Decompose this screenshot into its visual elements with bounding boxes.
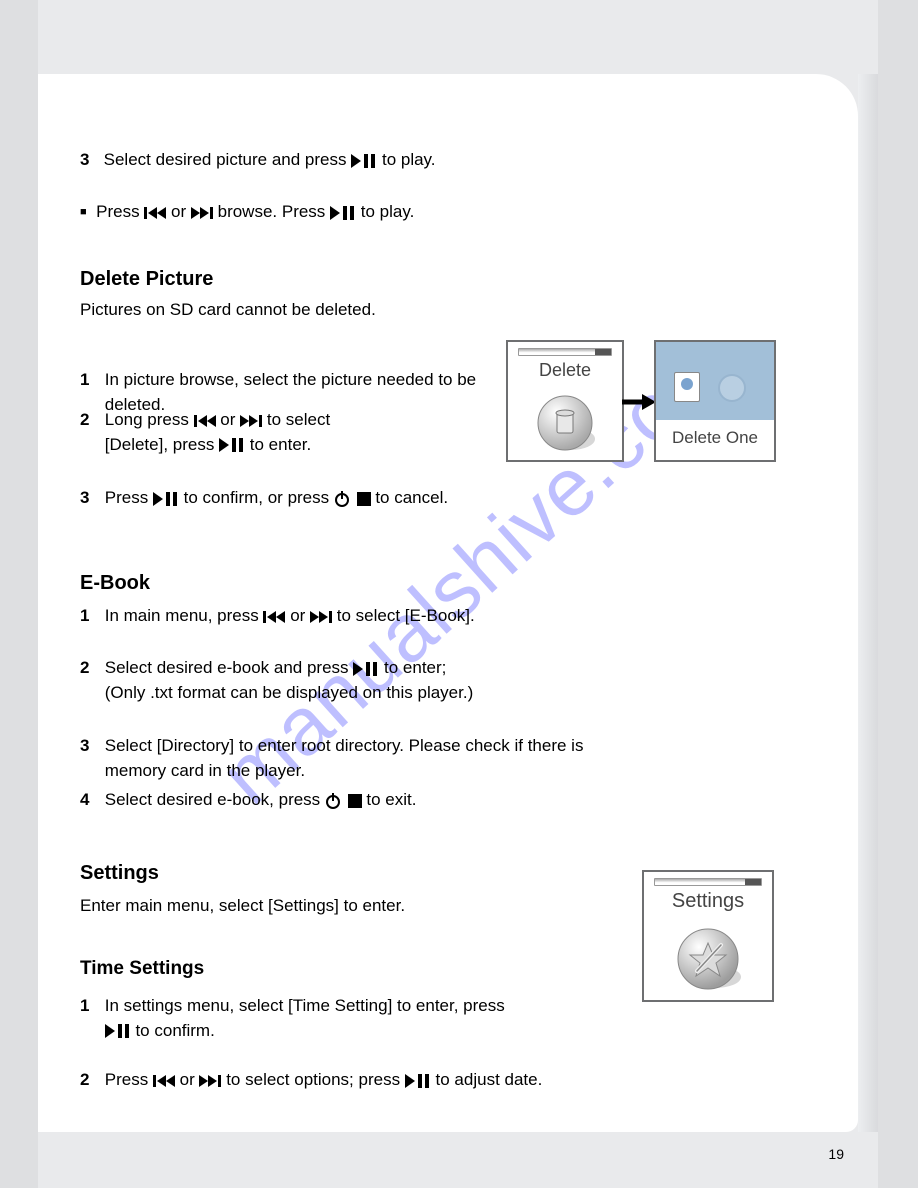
- bullet-icon: ■: [80, 206, 87, 218]
- step-number: 4: [80, 788, 100, 813]
- play-pause-icon: [219, 438, 245, 452]
- tile-bar: [518, 348, 612, 356]
- heading-settings: Settings: [80, 862, 159, 885]
- tile-label: Settings: [644, 890, 772, 913]
- page-number: 19: [828, 1146, 844, 1162]
- heading-time-settings: Time Settings: [80, 958, 204, 980]
- text: to play.: [361, 202, 415, 221]
- next-icon: [310, 611, 332, 623]
- text: Press to confirm, or press to cancel.: [105, 486, 448, 511]
- stop-icon: [357, 492, 371, 506]
- prev-icon: [153, 1075, 175, 1087]
- step-number: 3: [80, 734, 100, 759]
- text: to play.: [382, 150, 436, 169]
- ebook-step-2: 2 Select desired e-book and press to ent…: [80, 656, 780, 705]
- step-number: 2: [80, 1068, 100, 1093]
- tile-label: Delete One: [656, 428, 774, 448]
- step-number: 1: [80, 368, 100, 393]
- settings-icon: [669, 919, 747, 991]
- step-number: 3: [80, 150, 89, 169]
- tile-delete-one: Delete One: [654, 340, 776, 462]
- heading-ebook: E-Book: [80, 572, 150, 595]
- play-pause-icon: [105, 1024, 131, 1038]
- thumb-icon: [718, 374, 746, 402]
- ebook-step-3: 3 Select [Directory] to enter root direc…: [80, 734, 780, 783]
- next-icon: [199, 1075, 221, 1087]
- play-pause-icon: [153, 492, 179, 506]
- time-step-2: 2 Press or to select options; press to a…: [80, 1068, 800, 1093]
- text: Press: [96, 202, 144, 221]
- tile-bar: [654, 878, 762, 886]
- text: or: [171, 202, 191, 221]
- prev-icon: [194, 415, 216, 427]
- power-icon: [334, 491, 352, 507]
- step-3-select-picture: 3 Select desired picture and press to pl…: [80, 148, 780, 173]
- next-icon: [240, 415, 262, 427]
- trash-icon: [530, 387, 600, 453]
- step-number: 1: [80, 604, 100, 629]
- power-icon: [325, 793, 343, 809]
- play-pause-icon: [405, 1074, 431, 1088]
- tile-thumb-area: [656, 342, 774, 420]
- ebook-step-1: 1 In main menu, press or to select [E-Bo…: [80, 604, 780, 629]
- delete-step-3: 3 Press to confirm, or press to cancel.: [80, 486, 780, 511]
- thumb-icon: [674, 372, 700, 402]
- tile-label: Delete: [508, 360, 622, 381]
- next-icon: [191, 202, 213, 221]
- step-number: 2: [80, 408, 100, 433]
- prev-icon: [263, 611, 285, 623]
- play-pause-icon: [353, 662, 379, 676]
- text: Select desired e-book, press to exit.: [105, 788, 417, 813]
- delete-step-2: 2 Long press or to select [Delete], pres…: [80, 408, 500, 457]
- tile-delete: Delete: [506, 340, 624, 462]
- step-number: 1: [80, 994, 100, 1019]
- note-cannot-delete-sd: Pictures on SD card cannot be deleted.: [80, 298, 376, 323]
- step-number: 3: [80, 486, 100, 511]
- ebook-step-4: 4 Select desired e-book, press to exit.: [80, 788, 780, 813]
- text: Select desired e-book and press to enter…: [105, 656, 765, 705]
- settings-intro: Enter main menu, select [Settings] to en…: [80, 894, 405, 919]
- text: Long press or to select [Delete], press …: [105, 408, 495, 457]
- text: Select [Directory] to enter root directo…: [105, 734, 765, 783]
- prev-icon: [144, 202, 166, 221]
- tile-settings: Settings: [642, 870, 774, 1002]
- text: Press or to select options; press to adj…: [105, 1068, 543, 1093]
- arrow-icon: [622, 392, 656, 412]
- text: browse. Press: [218, 202, 330, 221]
- play-pause-icon: [351, 150, 377, 169]
- step-number: 2: [80, 656, 100, 681]
- text: In main menu, press or to select [E-Book…: [105, 604, 475, 629]
- text: Select desired picture and press: [104, 150, 352, 169]
- play-pause-icon: [330, 202, 356, 221]
- stop-icon: [348, 794, 362, 808]
- heading-delete-picture: Delete Picture: [80, 268, 213, 291]
- browse-line: ■ Press or browse. Press to play.: [80, 200, 780, 225]
- page-edge: [858, 74, 878, 1132]
